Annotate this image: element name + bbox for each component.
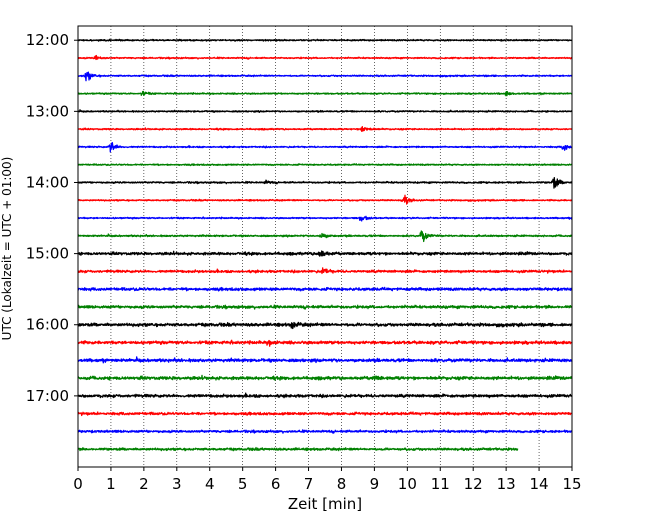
x-tick-label: 12 [464,475,483,493]
x-axis-ticks: 0 1 2 3 4 5 6 7 8 9 10 11 12 13 14 15 [73,467,582,493]
y-axis-ticks: 12:00 13:00 14:00 15:00 16:00 17:00 [26,31,78,405]
trace-1230 [77,71,573,82]
x-tick-label: 9 [370,475,380,493]
x-tick-label: 13 [497,475,516,493]
trace-1545 [77,304,573,310]
trace-1715 [77,411,573,417]
x-tick-label: 2 [139,475,149,493]
trace-1400 [77,176,573,189]
x-tick-label: 0 [73,475,83,493]
y-tick-label: 15:00 [26,245,69,263]
trace-1430 [77,215,573,222]
x-tick-label: 15 [562,475,581,493]
y-axis-label: UTC (Lokalzeit = UTC + 01:00) [0,157,14,341]
trace-1530 [77,286,573,292]
trace-1600 [77,321,573,330]
trace-1515 [77,267,573,275]
x-tick-label: 8 [337,475,347,493]
x-tick-label: 14 [530,475,549,493]
y-tick-label: 14:00 [26,173,69,191]
trace-1200 [77,38,573,42]
y-tick-label: 17:00 [26,387,69,405]
plot-frame [77,25,573,468]
trace-1445 [77,230,573,243]
x-tick-label: 6 [271,475,281,493]
trace-1330 [77,141,573,153]
trace-1645 [77,374,573,381]
trace-1415 [77,194,573,205]
trace-1700 [77,392,573,399]
trace-1345 [77,163,573,167]
x-axis-label: Zeit [min] [288,495,362,513]
x-tick-label: 1 [106,475,116,493]
x-tick-label: 7 [304,475,314,493]
trace-1745 [77,446,519,452]
y-tick-label: 13:00 [26,102,69,120]
trace-1500 [77,250,573,257]
trace-1615 [77,339,573,347]
trace-1215 [77,54,573,61]
x-tick-label: 3 [172,475,182,493]
x-tick-label: 10 [398,475,417,493]
y-tick-label: 12:00 [26,31,69,49]
y-tick-label: 16:00 [26,316,69,334]
x-tick-label: 5 [238,475,248,493]
trace-1315 [77,125,573,132]
trace-group [77,38,573,452]
trace-1300 [77,109,573,114]
trace-1730 [77,429,573,434]
x-tick-label: 4 [205,475,215,493]
trace-1630 [77,356,573,364]
trace-1245 [77,90,573,97]
x-tick-label: 11 [431,475,450,493]
